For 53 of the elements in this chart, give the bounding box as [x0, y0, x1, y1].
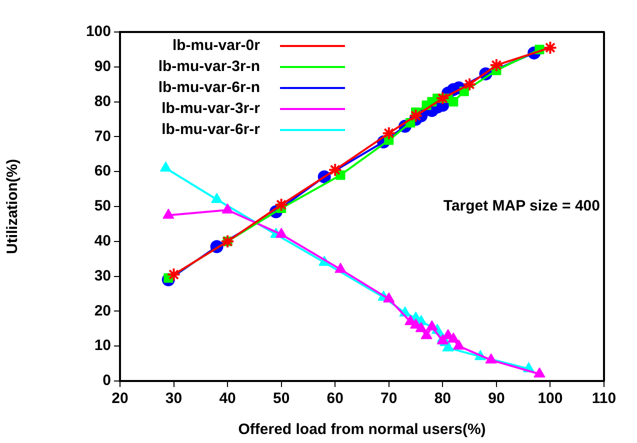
point [543, 40, 558, 55]
point [420, 329, 432, 340]
point [160, 162, 172, 172]
legend-label: lb-mu-var-6r-r [162, 121, 260, 138]
x-tick-label: 40 [219, 390, 236, 408]
point [462, 77, 477, 92]
y-tick-label: 0 [102, 372, 111, 390]
x-tick-label: 90 [488, 390, 505, 408]
x-tick-label: 70 [380, 390, 398, 408]
y-tick-label: 40 [94, 232, 111, 250]
point [220, 234, 235, 248]
y-tick-label: 50 [94, 198, 111, 215]
point [448, 97, 458, 107]
x-tick-label: 80 [434, 390, 452, 408]
y-tick-label: 10 [94, 337, 111, 354]
point [162, 208, 174, 219]
legend-label: lb-mu-var-6r-n [158, 79, 260, 96]
point [222, 203, 234, 214]
y-tick-label: 30 [94, 267, 111, 284]
point [489, 58, 504, 72]
y-tick-label: 90 [94, 58, 111, 76]
point [334, 262, 346, 273]
x-tick-label: 60 [326, 390, 344, 408]
x-tick-label: 50 [272, 390, 290, 408]
point [436, 91, 450, 106]
y-tick-label: 70 [94, 128, 111, 145]
point [453, 340, 464, 350]
point [276, 228, 288, 238]
legend-label: lb-mu-var-3r-n [158, 58, 260, 76]
point [383, 292, 395, 302]
point [328, 162, 342, 177]
point [274, 198, 288, 212]
point [166, 268, 181, 282]
point [408, 108, 423, 123]
point [534, 368, 546, 378]
point [485, 354, 497, 364]
legend-label: lb-mu-var-3r-r [162, 100, 260, 118]
x-tick-label: 100 [538, 390, 563, 408]
x-axis-title: Offered load from normal users(%) [238, 421, 486, 438]
x-tick-label: 20 [112, 390, 128, 408]
x-tick-label: 30 [165, 390, 182, 408]
point [415, 322, 427, 332]
point [448, 332, 460, 343]
y-axis-title: Utilization(%) [4, 159, 22, 254]
legend-label: lb-mu-var-0r [172, 37, 260, 54]
annotation: Target MAP size = 400 [443, 198, 600, 215]
y-tick-label: 20 [94, 302, 111, 320]
y-tick-label: 100 [86, 23, 111, 40]
point [382, 126, 396, 140]
point [211, 193, 222, 204]
x-tick-label: 110 [592, 390, 616, 408]
y-tick-label: 80 [94, 92, 111, 110]
y-tick-label: 60 [94, 162, 111, 180]
